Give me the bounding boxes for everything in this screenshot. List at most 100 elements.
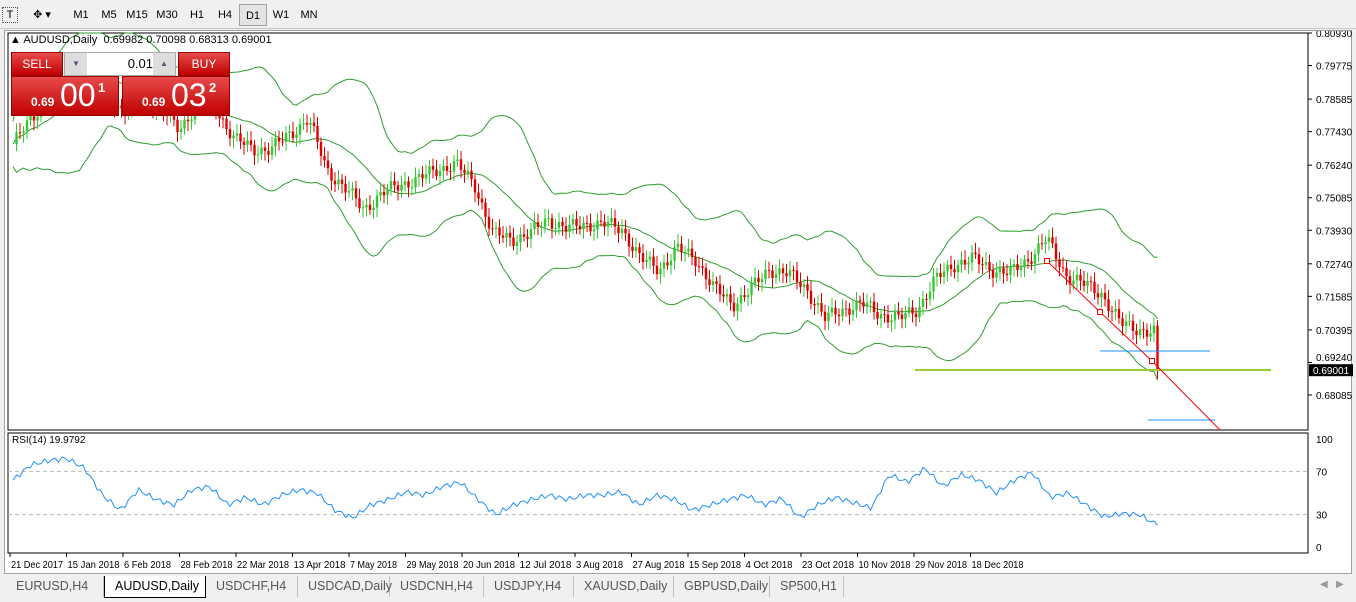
date-label: 6 Feb 2018 [124, 560, 171, 571]
candle-body [767, 269, 771, 271]
candle-body [347, 190, 351, 193]
timeframe-mn[interactable]: MN [300, 9, 318, 21]
candle-body [610, 218, 613, 222]
candle-body [494, 227, 498, 229]
timeframe-m30[interactable]: M30 [156, 9, 178, 21]
candle-body [298, 124, 302, 135]
lot-size-stepper[interactable]: ▼ 0.01 ▲ [64, 52, 176, 76]
candle-body [403, 181, 407, 185]
candle-body [305, 123, 309, 125]
tab-gbpusd-daily[interactable]: GBPUSD,Daily [674, 576, 770, 597]
price-tick-label: 0.70395 [1316, 326, 1353, 337]
timeframe-w1[interactable]: W1 [272, 9, 290, 21]
text-tool-icon[interactable]: T [2, 7, 18, 23]
candle-body [386, 189, 389, 196]
lot-increase-button[interactable]: ▲ [153, 53, 175, 75]
candle-body [722, 294, 725, 297]
candle-body [841, 308, 844, 317]
sell-button[interactable]: SELL [11, 52, 63, 76]
candle-body [281, 141, 284, 143]
candle-body [953, 269, 956, 273]
candle-body [771, 270, 774, 278]
chart-canvas[interactable]: 0.80930 0.79775 0.78585 0.77430 0.76240 0.750… [5, 29, 1353, 575]
lot-decrease-button[interactable]: ▼ [65, 53, 87, 75]
candle-body [221, 118, 225, 120]
candle-body [925, 298, 928, 300]
tab-usdchf-h4[interactable]: USDCHF,H4 [206, 576, 298, 597]
candle-body [781, 268, 785, 274]
candle-body [834, 307, 837, 315]
candle-body [1026, 259, 1030, 262]
candle-body [186, 119, 190, 122]
objects-dropdown-icon[interactable]: ✥ ▾ [33, 9, 51, 21]
candle-body [449, 170, 452, 172]
timeframe-m15[interactable]: M15 [126, 9, 148, 21]
timeframe-h4[interactable]: H4 [217, 9, 233, 21]
trend-anchor [1097, 309, 1103, 315]
date-label: 7 May 2018 [350, 560, 397, 571]
candle-body [466, 170, 470, 174]
candle-body [424, 174, 428, 179]
candle-body [522, 234, 526, 237]
candle-body [1145, 329, 1149, 337]
timeframe-d1[interactable]: D1 [239, 4, 267, 26]
tab-usdcnh-h4[interactable]: USDCNH,H4 [390, 576, 484, 597]
date-label: 22 Mar 2018 [237, 560, 289, 571]
buy-price-button[interactable]: 0.69 03 2 [122, 76, 230, 116]
candle-body [400, 184, 403, 191]
buy-price-sup: 2 [209, 80, 217, 95]
tab-scroll-arrows[interactable]: ◀ ▶ [1320, 579, 1344, 590]
candle-body [855, 300, 858, 311]
candle-body [942, 271, 946, 278]
candle-body [806, 284, 809, 291]
candle-body [932, 276, 935, 292]
tab-usdcad-daily[interactable]: USDCAD,Daily [298, 576, 392, 597]
candle-body [438, 170, 442, 176]
candle-body [820, 302, 823, 312]
candle-body [1135, 330, 1138, 336]
candle-body [589, 223, 592, 232]
tab-sp500-h1[interactable]: SP500,H1 [770, 576, 844, 597]
candle-body [379, 191, 382, 196]
timeframe-h1[interactable]: H1 [189, 9, 205, 21]
candle-body [848, 308, 851, 315]
tab-audusd-daily[interactable]: AUDUSD,Daily [104, 576, 206, 598]
candle-body [421, 174, 424, 179]
tab-usdjpy-h4[interactable]: USDJPY,H4 [484, 576, 574, 597]
candle-body [624, 228, 627, 234]
date-label: 29 Nov 2018 [915, 560, 967, 571]
candle-body [431, 166, 435, 170]
candle-body [739, 295, 743, 304]
price-pane [7, 32, 1309, 431]
date-label: 21 Dec 2017 [11, 560, 63, 571]
tab-eurusd-h4[interactable]: EURUSD,H4 [6, 576, 104, 597]
candle-body [981, 264, 984, 266]
candle-body [603, 221, 606, 227]
candle-body [673, 247, 676, 261]
candle-body [1103, 292, 1107, 300]
current-price-label: 0.69001 [1313, 366, 1350, 377]
date-label: 13 Apr 2018 [294, 560, 346, 571]
timeframe-m1[interactable]: M1 [73, 9, 89, 21]
candle-body [484, 202, 487, 217]
sell-price-button[interactable]: 0.69 00 1 [11, 76, 119, 116]
candle-body [837, 314, 841, 317]
chart-window[interactable]: 0.80930 0.79775 0.78585 0.77430 0.76240 0.750… [4, 29, 1353, 575]
timeframe-m5[interactable]: M5 [101, 9, 117, 21]
candle-body [753, 277, 757, 284]
candle-body [435, 169, 438, 176]
candle-body [323, 156, 326, 161]
candle-body [1124, 321, 1128, 327]
rsi-line [12, 456, 1158, 526]
lot-size-input[interactable]: 0.01 [127, 56, 153, 71]
chart-title: ▲ AUDUSD,Daily 0.69982 0.70098 0.68313 0… [10, 34, 272, 46]
candle-body [1072, 280, 1075, 285]
tab-xauusd-daily[interactable]: XAUUSD,Daily [574, 576, 674, 597]
buy-button[interactable]: BUY [178, 52, 230, 76]
candle-body [645, 259, 648, 262]
price-tick-label: 0.73930 [1316, 226, 1353, 237]
candle-body [585, 222, 589, 224]
candle-body [872, 301, 876, 313]
candle-body [36, 116, 39, 121]
candle-body [480, 198, 484, 203]
